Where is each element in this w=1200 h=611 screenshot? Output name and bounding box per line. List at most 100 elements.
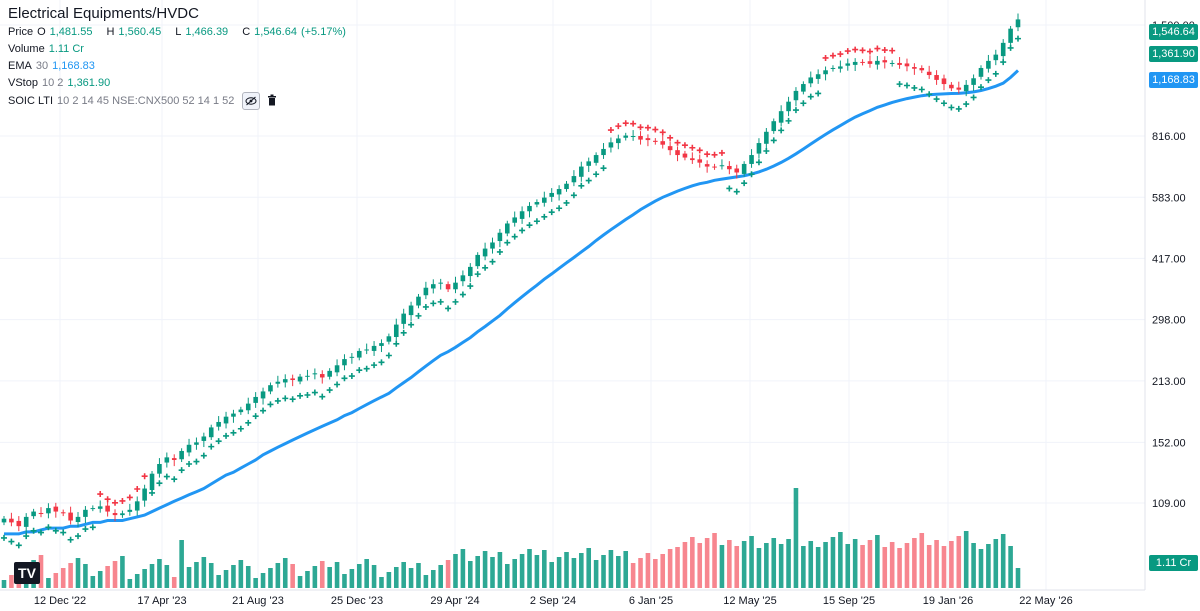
volume-bar [467, 561, 473, 588]
volume-bar [1000, 534, 1006, 588]
vstop-row[interactable]: VStop 10 2 1,361.90 [8, 75, 346, 92]
vstop-marker [696, 147, 703, 154]
volume-bar [727, 540, 732, 588]
candle-body [16, 520, 22, 527]
y-tick-label: 213.00 [1152, 376, 1186, 388]
candle-body [542, 197, 547, 203]
volume-bar [157, 559, 162, 588]
vstop-marker [289, 396, 296, 403]
volume-row[interactable]: Volume 1.11 Cr [8, 41, 346, 58]
candle-body [453, 282, 458, 290]
vstop-marker [112, 499, 119, 506]
volume-bar [749, 536, 754, 588]
volume-bar [438, 565, 443, 588]
volume-bar [453, 554, 458, 588]
vstop-marker [260, 407, 267, 414]
eye-off-icon[interactable] [242, 92, 261, 110]
candle-body [712, 166, 717, 168]
vstop-marker [652, 126, 659, 133]
volume-bar [460, 549, 466, 588]
volume-bar [445, 560, 451, 588]
vstop-marker [630, 120, 637, 127]
volume-bar [852, 539, 858, 588]
volume-bar [579, 553, 584, 588]
candle-body [1000, 42, 1006, 57]
ema-row[interactable]: EMA 30 1,168.83 [8, 58, 346, 75]
vstop-marker [807, 93, 814, 100]
candle-body [23, 516, 29, 527]
candle-body [253, 396, 258, 403]
vstop-marker [992, 70, 999, 77]
volume-bar [675, 547, 680, 588]
candle-body [290, 378, 295, 381]
candle-body [801, 84, 806, 92]
volume-bar [120, 556, 125, 588]
candle-body [319, 374, 325, 378]
candle-body [660, 141, 666, 145]
volume-bar [134, 574, 140, 588]
low-value: 1,466.39 [185, 26, 229, 38]
vstop-param: 10 2 [41, 77, 64, 89]
candle-body [690, 158, 695, 161]
volume-bar [97, 571, 103, 588]
vstop-marker [866, 48, 873, 55]
volume-bar [653, 559, 658, 588]
candle-body [993, 54, 999, 61]
close-value: 1,546.64 [254, 26, 297, 38]
candle-body [527, 205, 532, 212]
vstop-value: 1,361.90 [67, 77, 111, 89]
x-tick-label: 17 Apr '23 [137, 595, 186, 607]
vstop-marker [815, 90, 822, 97]
vstop-marker [933, 96, 940, 103]
volume-bar [897, 548, 902, 588]
volume-bar [778, 544, 784, 588]
volume-bar [201, 557, 207, 588]
vstop-marker [755, 159, 762, 166]
volume-bar [393, 567, 399, 588]
volume-bar [164, 565, 170, 588]
candle-body [356, 350, 362, 358]
candle-body [534, 202, 540, 205]
candle-body [83, 509, 88, 517]
volume-bar [904, 543, 910, 588]
candle-body [653, 140, 658, 142]
volume-bar [875, 535, 880, 588]
candle-body [1, 518, 7, 523]
vstop-marker [75, 533, 82, 540]
candle-body [245, 403, 251, 411]
vstop-marker [593, 171, 600, 178]
volume-bar [682, 542, 688, 588]
candle-body [778, 111, 784, 123]
soic-row[interactable]: SOIC LTI 10 2 14 45 NSE:CNX500 52 14 1 5… [8, 92, 346, 110]
vstop-marker [585, 177, 592, 184]
candle-body [949, 84, 954, 89]
candle-body [9, 518, 14, 523]
candle-body [482, 248, 488, 257]
vstop-marker [822, 54, 829, 61]
volume-badge: 1.11 Cr [1149, 555, 1198, 571]
candle-body [978, 67, 984, 77]
vstop-marker [178, 467, 185, 474]
candle-body [630, 135, 636, 138]
y-tick-label: 152.00 [1152, 437, 1186, 449]
candle-body [342, 359, 347, 366]
volume-bar [497, 552, 503, 588]
vstop-marker [881, 47, 888, 54]
volume-bar [867, 540, 873, 588]
vstop-marker [748, 171, 755, 178]
volume-bar [401, 562, 406, 588]
candle-body [97, 506, 103, 509]
volume-bar [245, 566, 251, 588]
candle-body [416, 296, 421, 306]
x-tick-label: 25 Dec '23 [331, 595, 383, 607]
x-tick-label: 12 Dec '22 [34, 595, 86, 607]
candle-body [823, 70, 828, 75]
candle-body [808, 77, 814, 84]
volume-bar [786, 539, 791, 588]
candle-body [31, 511, 36, 517]
price-ohlc-row[interactable]: Price O 1,481.55 H 1,560.45 L 1,466.39 C… [8, 24, 346, 41]
trash-icon[interactable] [264, 92, 280, 108]
vstop-marker [741, 180, 748, 187]
candle-body [90, 508, 96, 510]
